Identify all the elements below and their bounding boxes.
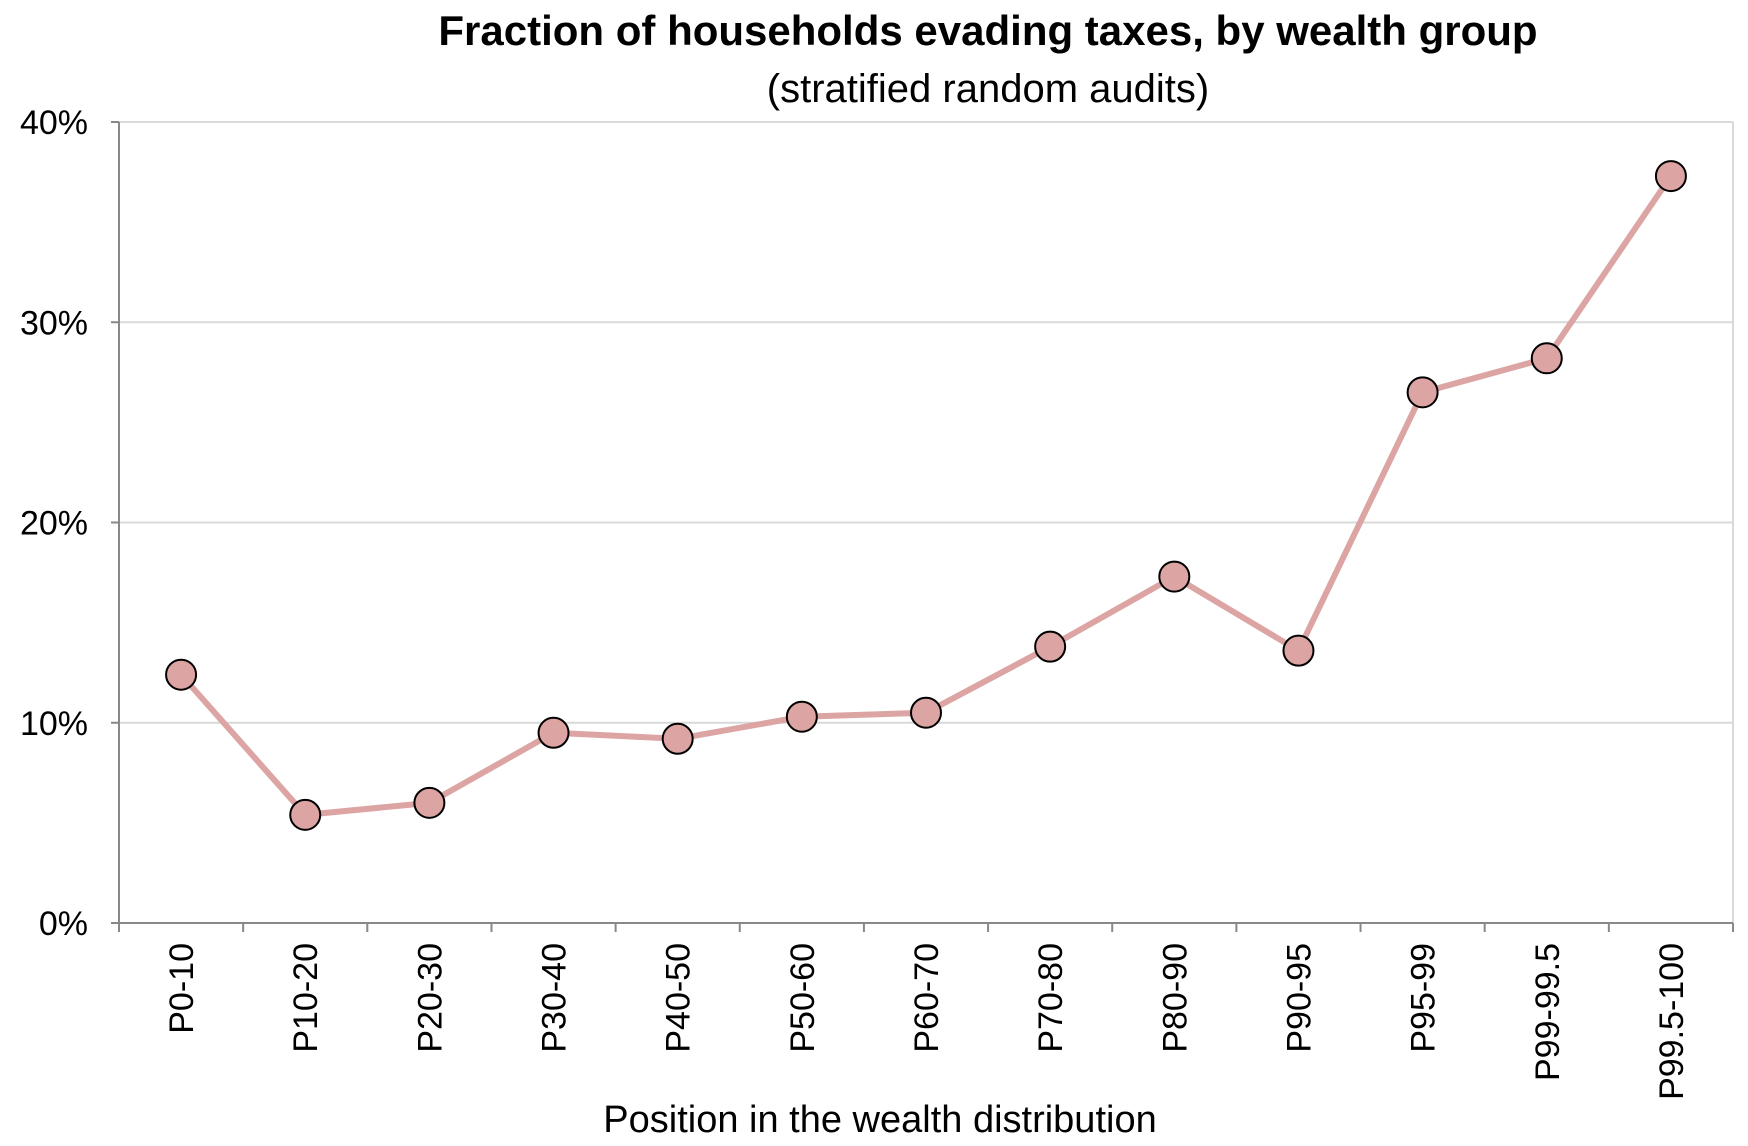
y-tick-label: 30% xyxy=(20,304,88,342)
x-tick-label: P90-95 xyxy=(1280,943,1318,1053)
x-tick-label: P95-99 xyxy=(1405,943,1443,1053)
data-point xyxy=(289,798,322,831)
x-tick-label: P99.5-100 xyxy=(1653,943,1691,1100)
data-point xyxy=(165,658,198,691)
data-point xyxy=(661,722,694,755)
data-point xyxy=(1158,560,1191,593)
x-tick-label: P10-20 xyxy=(287,943,325,1053)
x-tick-label: P30-40 xyxy=(536,943,574,1053)
data-point xyxy=(1654,160,1687,193)
x-tick-label: P40-50 xyxy=(660,943,698,1053)
data-point xyxy=(1530,342,1563,375)
chart-subtitle: (stratified random audits) xyxy=(767,67,1209,111)
data-point xyxy=(910,696,942,729)
x-tick-labels: P0-10 P10-20 P20-30 P30-40 P40-50 P50-60 P60-7… xyxy=(163,943,1691,1100)
data-point xyxy=(1282,634,1315,667)
x-tick-label: P0-10 xyxy=(163,943,201,1034)
data-point xyxy=(1406,376,1439,409)
y-tick-label: 20% xyxy=(20,505,88,543)
x-tick-label: P20-30 xyxy=(411,943,449,1053)
x-tick-label: P70-80 xyxy=(1032,943,1070,1053)
data-point xyxy=(785,700,818,733)
x-tick-label: P60-70 xyxy=(908,943,946,1053)
x-tick-label: P99-99.5 xyxy=(1529,943,1567,1081)
axes xyxy=(111,121,1734,932)
x-tick-label: P80-90 xyxy=(1156,943,1194,1053)
x-tick-label: P50-60 xyxy=(784,943,822,1053)
data-point xyxy=(537,716,570,749)
data-point xyxy=(413,786,446,819)
y-tick-label: 40% xyxy=(20,104,88,142)
data-point xyxy=(1034,630,1067,663)
markers xyxy=(165,160,1687,831)
gridlines xyxy=(119,121,1733,724)
y-tick-label: 10% xyxy=(20,705,88,743)
y-tick-label: 0% xyxy=(39,905,88,943)
y-tick-labels: 0% 10% 20% 30% 40% xyxy=(20,104,88,943)
x-axis-title: Position in the wealth distribution xyxy=(603,1099,1156,1141)
chart-title: Fraction of households evading taxes, by… xyxy=(438,7,1537,54)
